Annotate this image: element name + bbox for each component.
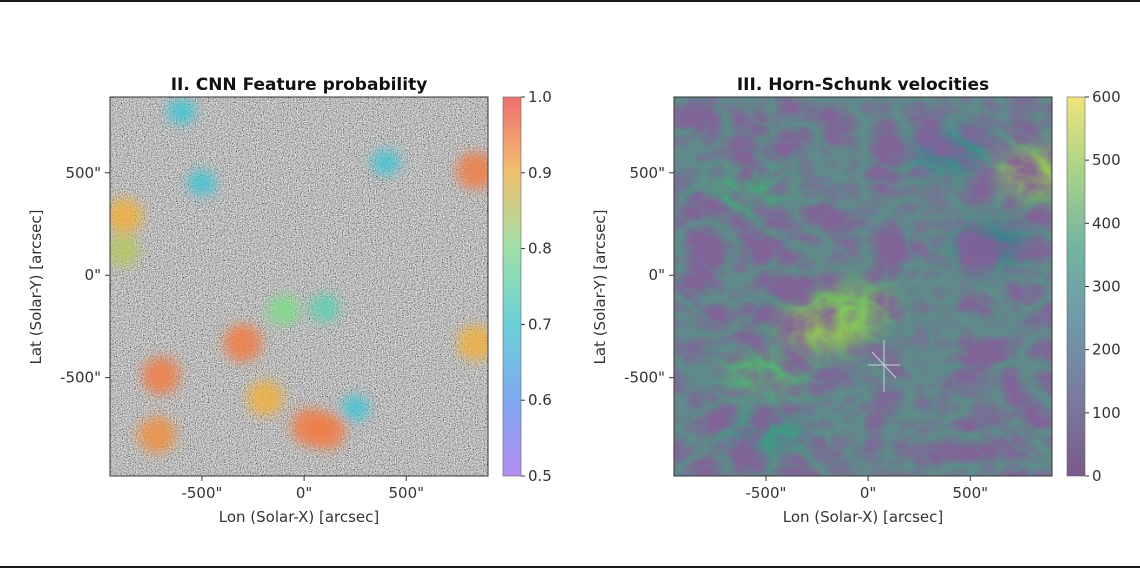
left-feature-blob bbox=[341, 395, 370, 422]
right-plot-frame bbox=[673, 96, 1053, 477]
right-y-axis-label: Lat (Solar-Y) [arcsec] bbox=[591, 209, 609, 364]
left-colorbar-tick-label: 0.9 bbox=[528, 164, 552, 182]
left-x-tick-label: 0" bbox=[296, 484, 312, 502]
left-chart-title: II. CNN Feature probability bbox=[171, 75, 428, 95]
left-colorbar-tick-label: 0.8 bbox=[528, 240, 552, 258]
left-feature-blob bbox=[110, 234, 140, 268]
left-plot-area bbox=[110, 97, 488, 476]
right-y-tick-label: -500" bbox=[624, 369, 665, 387]
right-colorbar-ticks: 600 500 400 300 200 100 0 bbox=[1085, 88, 1121, 485]
left-feature-blob bbox=[456, 151, 488, 190]
left-y-tick-label: -500" bbox=[60, 369, 101, 387]
left-colorbar-tick-label: 1.0 bbox=[528, 88, 552, 106]
left-feature-blob bbox=[187, 170, 216, 196]
left-feature-blob bbox=[167, 98, 196, 125]
right-colorbar-tick-label: 100 bbox=[1092, 404, 1121, 422]
right-y-axis: 500" 0" -500" bbox=[624, 164, 674, 387]
left-colorbar bbox=[502, 96, 522, 477]
right-y-tick-label: 0" bbox=[649, 266, 665, 284]
right-x-tick-label: -500" bbox=[745, 484, 786, 502]
left-colorbar-tick-label: 0.7 bbox=[528, 315, 552, 333]
left-y-axis-label: Lat (Solar-Y) [arcsec] bbox=[27, 209, 45, 364]
left-colorbar-tick-label: 0.6 bbox=[528, 391, 552, 409]
left-feature-blob bbox=[223, 324, 262, 362]
left-y-axis: 500" 0" -500" bbox=[60, 164, 110, 387]
right-colorbar-tick-label: 200 bbox=[1092, 341, 1121, 359]
right-colorbar-tick-label: 300 bbox=[1092, 278, 1121, 296]
left-feature-blob bbox=[110, 198, 143, 234]
left-feature-blobs bbox=[110, 98, 488, 454]
left-feature-blob bbox=[142, 356, 181, 395]
right-x-axis: -500" 0" 500" bbox=[745, 476, 988, 502]
horn-schunk-panel: III. Horn-Schunk velocities -500" 0" 500" … bbox=[591, 75, 1121, 526]
left-plot-frame bbox=[109, 96, 489, 477]
right-velocity-streaks bbox=[674, 97, 1052, 476]
right-x-axis-label: Lon (Solar-X) [arcsec] bbox=[783, 508, 944, 526]
left-feature-blob bbox=[371, 149, 400, 176]
left-colorbar-ticks: 1.0 0.9 0.8 0.7 0.6 0.5 bbox=[521, 88, 552, 485]
right-colorbar-tick-label: 0 bbox=[1092, 467, 1102, 485]
right-plot-area bbox=[674, 97, 1052, 476]
left-feature-blob bbox=[309, 294, 340, 323]
top-frame-line bbox=[0, 0, 1140, 2]
left-feature-blob bbox=[138, 416, 176, 454]
right-x-tick-label: 500" bbox=[953, 484, 989, 502]
right-colorbar-tick-label: 600 bbox=[1092, 88, 1121, 106]
left-x-tick-label: -500" bbox=[181, 484, 222, 502]
bottom-frame-line bbox=[0, 566, 1140, 568]
right-colorbar-tick-label: 500 bbox=[1092, 151, 1121, 169]
right-colorbar bbox=[1066, 96, 1086, 477]
left-feature-blob bbox=[307, 412, 346, 450]
right-colorbar-tick-label: 400 bbox=[1092, 214, 1121, 232]
right-x-tick-label: 0" bbox=[860, 484, 876, 502]
left-feature-blob bbox=[457, 325, 488, 361]
left-y-tick-label: 0" bbox=[85, 266, 101, 284]
right-chart-title: III. Horn-Schunk velocities bbox=[737, 75, 989, 95]
left-y-tick-label: 500" bbox=[65, 164, 101, 182]
left-x-axis-label: Lon (Solar-X) [arcsec] bbox=[219, 508, 380, 526]
left-feature-blob bbox=[267, 294, 300, 326]
left-feature-blob bbox=[247, 380, 284, 416]
left-x-axis: -500" 0" 500" bbox=[181, 476, 424, 502]
cnn-probability-panel: II. CNN Feature probability -500" 0" 500" … bbox=[27, 75, 552, 526]
right-center-marker bbox=[868, 340, 900, 392]
left-x-tick-label: 500" bbox=[389, 484, 425, 502]
left-colorbar-tick-label: 0.5 bbox=[528, 467, 552, 485]
right-y-tick-label: 500" bbox=[629, 164, 665, 182]
